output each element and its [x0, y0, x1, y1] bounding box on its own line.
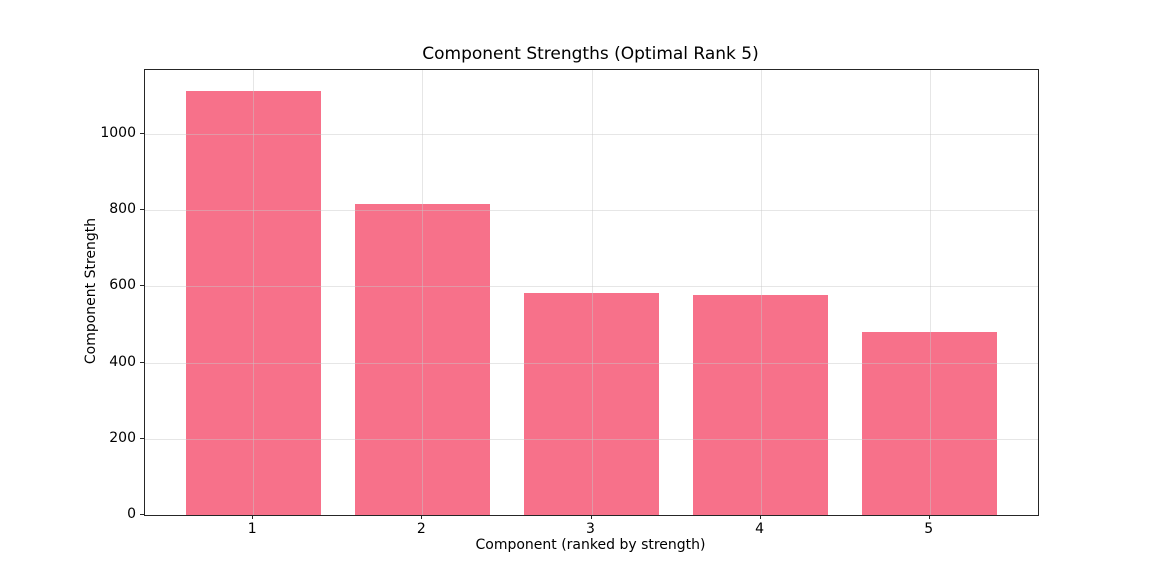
x-tick-label: 3 [586, 521, 595, 537]
y-tick-label: 200 [109, 429, 136, 446]
v-gridline-4 [760, 70, 762, 515]
v-gridline-2 [422, 70, 424, 515]
h-gridline-800 [145, 210, 1038, 212]
x-axis-label: Component (ranked by strength) [475, 537, 706, 553]
y-tick-label: 400 [109, 353, 136, 370]
x-tick-mark [928, 515, 930, 519]
x-tick-label: 5 [924, 521, 934, 537]
x-tick-mark [252, 515, 254, 519]
x-tick-mark [590, 515, 592, 519]
y-tick-mark [140, 361, 144, 363]
x-tick-label: 2 [416, 521, 426, 537]
bar-3 [523, 292, 660, 515]
x-tick-mark [759, 515, 761, 519]
h-gridline-400 [145, 362, 1038, 364]
y-tick-label: 0 [127, 506, 136, 522]
x-tick-label: 4 [755, 521, 765, 537]
h-gridline-600 [145, 286, 1038, 288]
y-tick-label: 600 [109, 277, 136, 294]
x-tick-mark [421, 515, 423, 519]
plot-area [144, 69, 1039, 516]
h-gridline-1000 [145, 134, 1038, 135]
x-tick-label: 1 [247, 521, 257, 537]
y-tick-mark [140, 437, 144, 439]
chart-title: Component Strengths (Optimal Rank 5) [422, 44, 759, 64]
h-gridline-200 [145, 438, 1038, 440]
y-tick-mark [140, 514, 144, 515]
bar-2 [354, 203, 491, 515]
y-tick-mark [140, 285, 144, 287]
v-gridline-1 [253, 70, 255, 515]
v-gridline-5 [929, 70, 931, 515]
y-tick-mark [140, 209, 144, 211]
v-gridline-3 [591, 70, 593, 515]
y-tick-label: 1000 [100, 125, 136, 141]
bar-1 [185, 90, 321, 515]
y-tick-mark [140, 133, 144, 134]
bar-4 [692, 294, 829, 515]
bar-5 [862, 332, 998, 515]
y-tick-label: 800 [109, 201, 136, 218]
